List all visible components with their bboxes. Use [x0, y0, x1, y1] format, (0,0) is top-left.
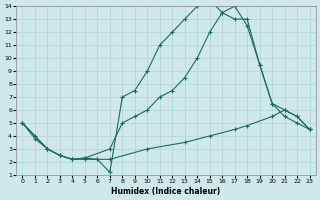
- X-axis label: Humidex (Indice chaleur): Humidex (Indice chaleur): [111, 187, 221, 196]
